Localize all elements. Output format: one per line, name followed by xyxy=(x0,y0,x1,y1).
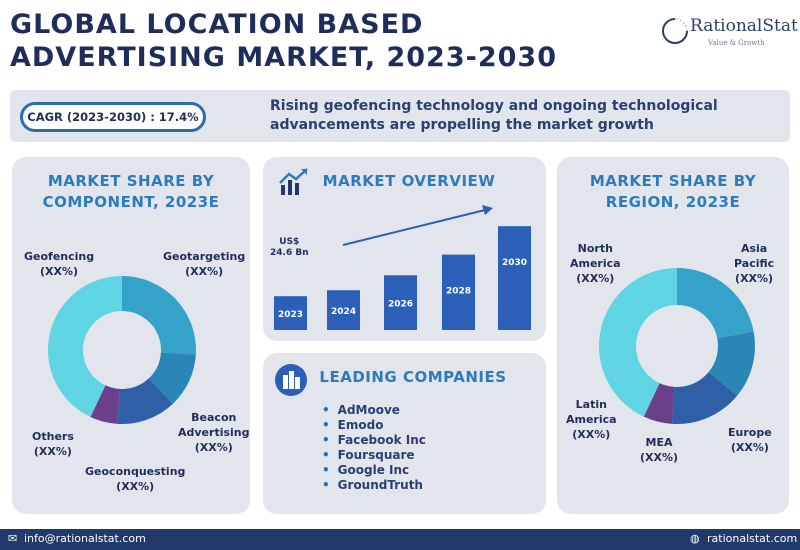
bar-label-2026: 2026 xyxy=(388,300,413,310)
cagr-badge: CAGR (2023-2030) : 17.4% xyxy=(20,102,206,132)
company-item: AdMoove xyxy=(322,403,426,418)
slice-mea xyxy=(672,372,738,424)
label-beacon: Beacon Advertising (XX%) xyxy=(178,410,250,455)
company-item: Foursquare xyxy=(322,448,426,463)
label-others: Others (XX%) xyxy=(32,429,74,459)
company-item: Facebook Inc xyxy=(322,433,426,448)
overview-card-title: MARKET OVERVIEW xyxy=(322,172,496,190)
footer-bar: ✉ info@rationalstat.com ◍ rationalstat.c… xyxy=(0,529,800,550)
bar-label-2024: 2024 xyxy=(331,307,356,317)
label-geofencing-name: Geofencing xyxy=(24,250,95,263)
label-europe-value: (XX%) xyxy=(730,441,769,454)
label-north-america-value: (XX%) xyxy=(576,272,615,285)
label-north-america-name: North America xyxy=(570,242,621,270)
slice-geofencing xyxy=(48,276,123,417)
buildings-icon xyxy=(275,364,307,396)
bar-2024 xyxy=(327,290,360,330)
label-geotargeting-value: (XX%) xyxy=(185,265,224,278)
label-europe: Europe (XX%) xyxy=(728,425,772,455)
companies-card-title: LEADING COMPANIES xyxy=(319,368,507,386)
page-title: GLOBAL LOCATION BASED ADVERTISING MARKET… xyxy=(10,8,557,74)
label-geoconquesting-value: (XX%) xyxy=(116,480,155,493)
label-others-name: Others xyxy=(32,430,74,443)
label-latin-america-value: (XX%) xyxy=(572,428,611,441)
region-title-line-2: REGION, 2023E xyxy=(605,193,741,211)
banner-text: Rising geofencing technology and ongoing… xyxy=(270,98,718,133)
value-annotation-line-1: US$ xyxy=(279,237,300,247)
companies-list: AdMoove Emodo Facebook Inc Foursquare Go… xyxy=(322,403,426,493)
logo-tagline: Value & Growth xyxy=(708,39,765,47)
slice-latin-america xyxy=(643,383,675,424)
bar-label-2030: 2030 xyxy=(502,258,527,268)
bar-label-2023: 2023 xyxy=(278,310,303,320)
label-geoconquesting: Geoconquesting (XX%) xyxy=(85,464,185,494)
label-others-value: (XX%) xyxy=(33,445,72,458)
region-title-line-1: MARKET SHARE BY xyxy=(589,172,757,190)
globe-icon: ◍ xyxy=(690,532,700,545)
slice-europe xyxy=(708,331,755,396)
logo-ring-icon xyxy=(662,18,688,44)
slice-asia-pacific xyxy=(677,268,754,339)
label-geoconquesting-name: Geoconquesting xyxy=(85,465,186,478)
company-item: Google Inc xyxy=(322,463,426,478)
growth-chart-icon xyxy=(279,168,308,195)
company-item: GroundTruth xyxy=(322,478,426,493)
slice-geoconquesting xyxy=(117,378,173,424)
title-line-1: GLOBAL LOCATION BASED xyxy=(10,9,424,40)
bar-2026 xyxy=(384,275,417,330)
company-item: Emodo xyxy=(322,418,426,433)
footer-website[interactable]: rationalstat.com xyxy=(707,532,798,545)
label-mea-name: MEA xyxy=(645,436,673,449)
label-beacon-name: Beacon Advertising xyxy=(178,411,250,439)
bar-2030 xyxy=(498,226,531,330)
trend-arrow-line xyxy=(342,209,486,246)
label-latin-america: Latin America (XX%) xyxy=(566,397,617,442)
component-title-line-2: COMPONENT, 2023E xyxy=(42,193,220,211)
label-geofencing: Geofencing (XX%) xyxy=(24,249,94,279)
bar-label-2028: 2028 xyxy=(446,287,471,297)
label-north-america: North America (XX%) xyxy=(570,241,621,286)
bar-2028 xyxy=(442,254,475,330)
slice-north-america xyxy=(599,268,677,417)
label-beacon-value: (XX%) xyxy=(194,441,233,454)
slice-geotargeting xyxy=(122,276,196,355)
value-annotation-line-2: 24.6 Bn xyxy=(270,248,309,258)
component-card-title: MARKET SHARE BY COMPONENT, 2023E xyxy=(12,171,250,213)
brand-logo: RationalStat Value & Growth xyxy=(660,14,798,54)
market-bar-chart: 2023 2024 2026 2028 2030 xyxy=(274,205,531,330)
label-asia-pacific-value: (XX%) xyxy=(735,272,774,285)
slice-others xyxy=(90,385,120,424)
region-card-title: MARKET SHARE BY REGION, 2023E xyxy=(557,171,789,213)
label-mea: MEA (XX%) xyxy=(640,435,678,465)
bar-2023 xyxy=(274,296,307,330)
label-geofencing-value: (XX%) xyxy=(40,265,79,278)
slice-beacon-advertising xyxy=(148,352,196,404)
label-asia-pacific: Asia Pacific (XX%) xyxy=(734,241,774,286)
component-donut-chart xyxy=(48,276,196,424)
label-geotargeting: Geotargeting (XX%) xyxy=(163,249,245,279)
email-icon: ✉ xyxy=(8,532,18,545)
label-latin-america-name: Latin America xyxy=(566,398,617,426)
title-line-2: ADVERTISING MARKET, 2023-2030 xyxy=(10,42,557,73)
label-geotargeting-name: Geotargeting xyxy=(163,250,246,263)
region-donut-chart xyxy=(599,268,755,424)
label-europe-name: Europe xyxy=(728,426,772,439)
label-asia-pacific-name: Asia Pacific xyxy=(734,242,775,270)
value-annotation: US$ 24.6 Bn xyxy=(270,237,309,259)
trend-arrow-head xyxy=(482,205,493,215)
label-mea-value: (XX%) xyxy=(640,451,679,464)
logo-name: RationalStat xyxy=(690,16,798,36)
component-title-line-1: MARKET SHARE BY xyxy=(47,172,215,190)
summary-banner: CAGR (2023-2030) : 17.4% Rising geofenci… xyxy=(10,90,790,142)
footer-email[interactable]: info@rationalstat.com xyxy=(24,532,146,545)
